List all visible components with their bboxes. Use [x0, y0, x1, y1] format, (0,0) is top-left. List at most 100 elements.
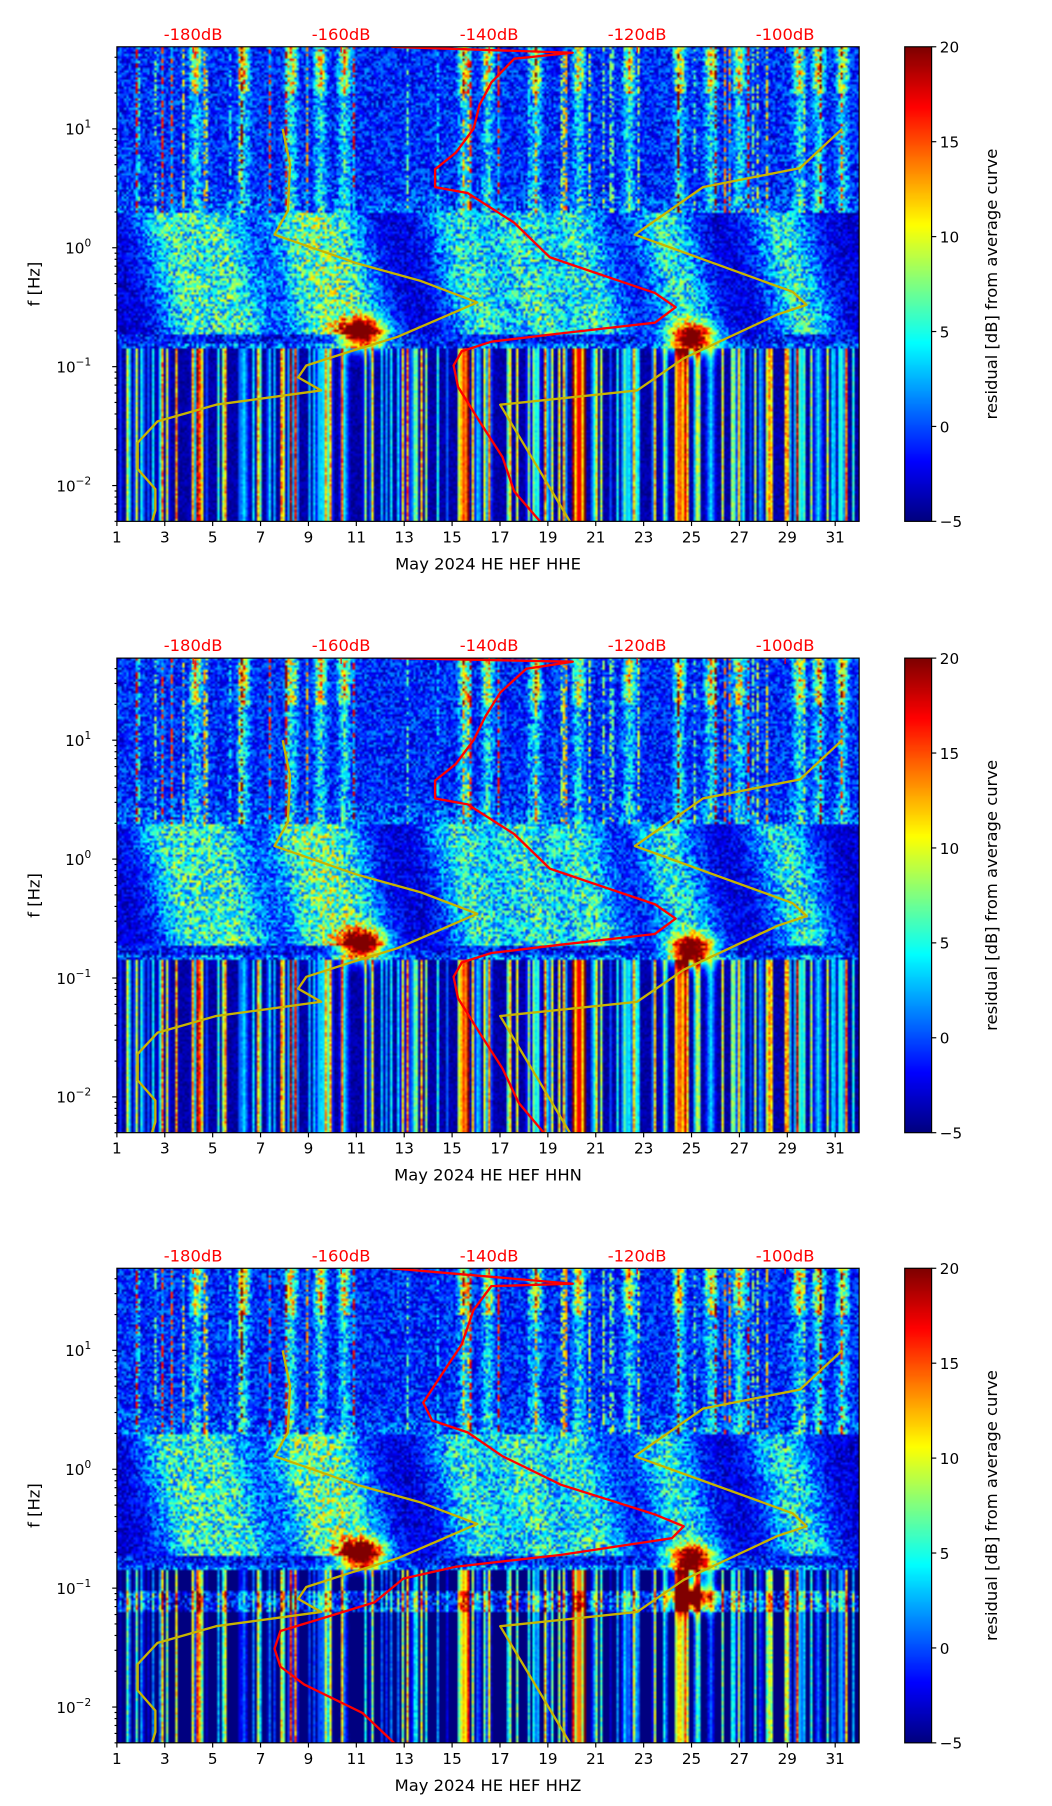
y-tick-exponent: −2 [76, 1697, 92, 1709]
y-tick-label: 100 [65, 1459, 91, 1479]
colorbar-tick-label: 5 [940, 935, 950, 953]
y-tick-label: 10−1 [56, 356, 91, 376]
y-tick-base: 10 [56, 477, 75, 495]
db-tick-label: -120dB [608, 636, 667, 655]
x-tick-label: 5 [208, 528, 218, 546]
x-tick-label: 21 [586, 1750, 605, 1768]
db-tick-label: -100dB [756, 1246, 815, 1265]
db-tick-label: -140dB [460, 25, 519, 44]
db-tick-label: -160dB [312, 1246, 371, 1265]
x-tick-label: 11 [347, 528, 366, 546]
y-tick-label: 101 [65, 1340, 91, 1360]
x-tick-label: 27 [730, 528, 749, 546]
y-tick-base: 10 [56, 359, 75, 377]
x-tick-label: 13 [395, 1140, 414, 1158]
y-tick-exponent: 1 [84, 730, 91, 742]
x-tick-label: 23 [634, 528, 653, 546]
colorbar [904, 1268, 932, 1743]
x-tick-label: 15 [442, 1750, 461, 1768]
x-tick-label: 9 [304, 1140, 314, 1158]
x-tick-label: 23 [634, 1140, 653, 1158]
db-tick-label: -160dB [312, 636, 371, 655]
curves [136, 658, 843, 1133]
y-tick-exponent: 0 [84, 238, 91, 250]
colorbar [904, 658, 932, 1133]
y-tick-label: 100 [65, 238, 91, 258]
median-psd-line [391, 658, 677, 1133]
y-tick-exponent: −2 [76, 475, 92, 487]
median-psd-line [391, 46, 677, 522]
x-tick-label: 23 [634, 1750, 653, 1768]
x-axis-title: May 2024 HE HEF HHZ [395, 1776, 582, 1795]
curves [136, 1268, 843, 1743]
x-tick-label: 21 [586, 1140, 605, 1158]
spectrogram [116, 46, 860, 522]
y-tick-label: 100 [65, 849, 91, 869]
spectrogram [116, 658, 860, 1133]
x-tick-label: 15 [442, 1140, 461, 1158]
y-axis-title: f [Hz] [25, 262, 44, 307]
y-tick-exponent: −1 [76, 968, 92, 980]
x-tick-label: 29 [778, 1140, 797, 1158]
colorbar-tick-label: 10 [940, 228, 959, 246]
x-axis-title: May 2024 HE HEF HHE [395, 554, 581, 573]
colorbar-tick-label: 20 [940, 39, 959, 57]
high-noise-model-line [499, 1349, 843, 1743]
y-tick-exponent: −1 [76, 1578, 92, 1590]
x-tick-label: 5 [208, 1140, 218, 1158]
x-tick-label: 19 [538, 1140, 557, 1158]
x-tick-label: 27 [730, 1750, 749, 1768]
x-tick-label: 25 [682, 1140, 701, 1158]
x-tick-label: 29 [778, 528, 797, 546]
x-tick-label: 3 [160, 1750, 170, 1768]
colorbar-frame [904, 657, 933, 1134]
colorbar-tick-label: 10 [940, 840, 959, 858]
y-axis-title: f [Hz] [25, 1483, 44, 1528]
y-tick-base: 10 [65, 121, 84, 139]
y-tick-base: 10 [65, 1461, 84, 1479]
low-noise-model-line [136, 1350, 479, 1743]
x-tick-label: 21 [586, 528, 605, 546]
x-tick-label: 17 [490, 1750, 509, 1768]
y-tick-base: 10 [56, 1699, 75, 1717]
y-tick-base: 10 [65, 240, 84, 258]
x-tick-label: 5 [208, 1750, 218, 1768]
x-tick-label: 15 [442, 528, 461, 546]
y-tick-base: 10 [56, 1089, 75, 1107]
db-tick-label: -180dB [164, 1246, 223, 1265]
colorbar-tick-label: −5 [940, 513, 962, 531]
db-tick-label: -100dB [756, 25, 815, 44]
x-tick-label: 9 [304, 528, 314, 546]
colorbar-tick-label: 15 [940, 1355, 959, 1373]
high-noise-model-line [499, 127, 843, 522]
x-tick-label: 19 [538, 528, 557, 546]
colorbar-tick-label: 15 [940, 134, 959, 152]
y-tick-exponent: 1 [84, 119, 91, 131]
x-tick-label: 1 [112, 528, 122, 546]
y-tick-label: 10−2 [56, 1087, 91, 1107]
colorbar-label: residual [dB] from average curve [982, 149, 1001, 420]
high-noise-model-line [499, 739, 843, 1133]
y-tick-exponent: 1 [84, 1340, 91, 1352]
y-tick-exponent: 0 [84, 1459, 91, 1471]
x-tick-label: 3 [160, 528, 170, 546]
spectrogram [116, 1268, 860, 1743]
median-psd-line [273, 1268, 685, 1743]
colorbar-tick-label: 20 [940, 1260, 959, 1278]
y-tick-exponent: −1 [76, 356, 92, 368]
db-tick-label: -180dB [164, 25, 223, 44]
x-tick-label: 7 [256, 528, 266, 546]
db-tick-label: -160dB [312, 25, 371, 44]
colorbar-frame [904, 1267, 933, 1744]
y-tick-label: 101 [65, 730, 91, 750]
db-tick-label: -140dB [460, 636, 519, 655]
y-tick-base: 10 [65, 851, 84, 869]
x-tick-label: 19 [538, 1750, 557, 1768]
y-tick-label: 10−1 [56, 1578, 91, 1598]
x-tick-label: 31 [826, 1750, 845, 1768]
colorbar [904, 46, 932, 522]
colorbar-tick-label: 10 [940, 1450, 959, 1468]
